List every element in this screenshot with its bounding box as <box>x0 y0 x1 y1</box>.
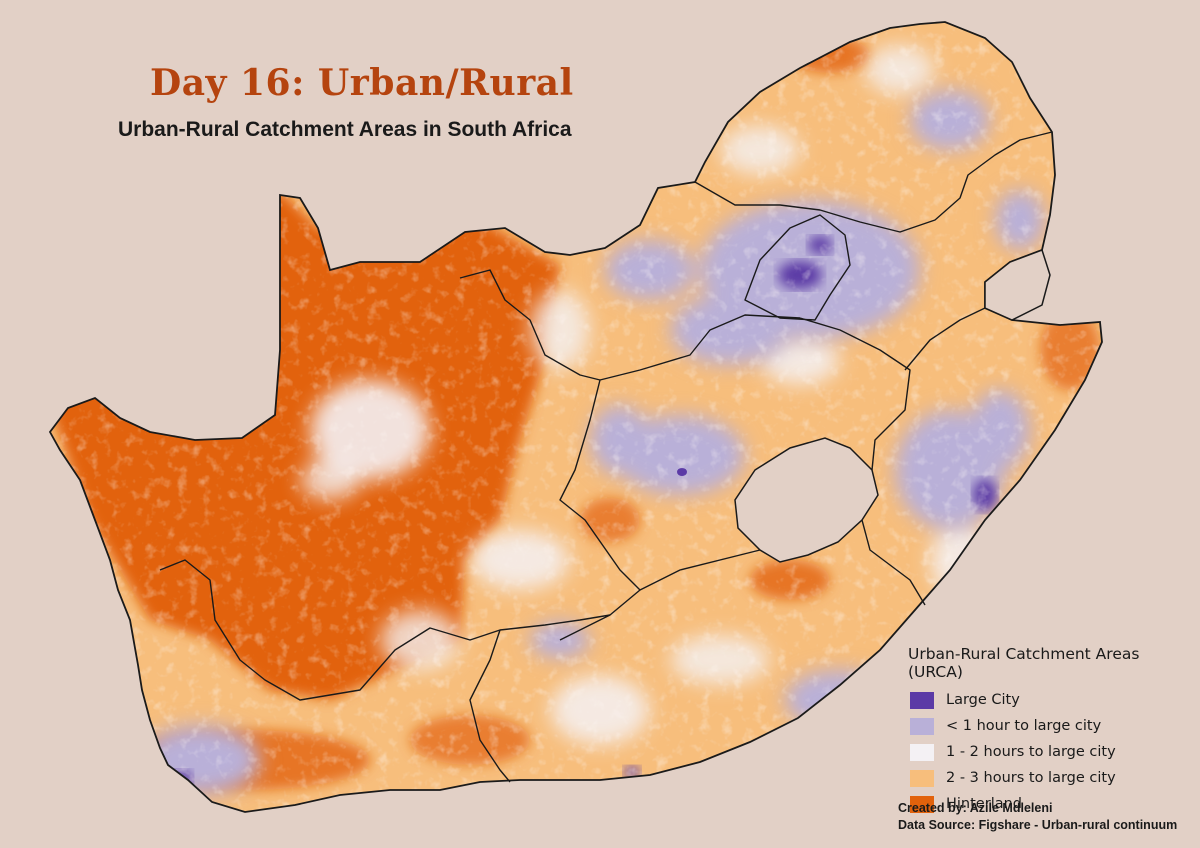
legend-swatch <box>910 691 934 709</box>
legend-item-2-3h: 2 - 3 hours to large city <box>908 765 1198 791</box>
lesotho-hole <box>734 437 879 563</box>
legend-item-hinterland: Hinterland <box>908 791 1198 817</box>
map-credits: Created by: Azile Mdleleni Data Source: … <box>898 800 1177 834</box>
legend-item-under-1h: < 1 hour to large city <box>908 713 1198 739</box>
border-free-state-eastern-cape <box>639 549 761 591</box>
border-northern-cape-north-west <box>459 269 641 641</box>
legend-label: Hinterland <box>946 796 1022 812</box>
legend-item-1-2h: 1 - 2 hours to large city <box>908 739 1198 765</box>
legend-swatch <box>910 795 934 813</box>
map-title: Day 16: Urban/Rural <box>150 62 574 104</box>
legend-item-large-city: Large City <box>908 687 1198 713</box>
map-legend: Urban-Rural Catchment Areas (URCA) Large… <box>908 645 1198 817</box>
border-western-cape-eastern-cape <box>469 629 511 783</box>
credits-author: Created by: Azile Mdleleni <box>898 801 1053 815</box>
legend-label: < 1 hour to large city <box>946 718 1102 734</box>
legend-label: 1 - 2 hours to large city <box>946 744 1116 760</box>
border-free-state-kzn <box>799 317 911 471</box>
border-kzn-eastern-cape <box>861 519 926 606</box>
credits-source: Data Source: Figshare - Urban-rural cont… <box>898 818 1178 832</box>
border-gauteng <box>744 214 851 321</box>
legend-label: 2 - 3 hours to large city <box>946 770 1116 786</box>
province-borders <box>159 131 1053 783</box>
border-northern-cape-western-cape <box>159 559 611 701</box>
border-limpopo-mpumalanga <box>694 131 1053 233</box>
border-mpumalanga-kzn <box>904 307 986 371</box>
legend-swatch <box>910 769 934 787</box>
eswatini-hole <box>984 249 1051 321</box>
legend-swatch <box>910 717 934 735</box>
legend-swatch <box>910 743 934 761</box>
border-north-west-free-state <box>599 314 801 381</box>
legend-label: Large City <box>946 692 1020 708</box>
legend-title: Urban-Rural Catchment Areas (URCA) <box>908 645 1140 681</box>
country-border <box>48 21 1103 813</box>
map-subtitle: Urban-Rural Catchment Areas in South Afr… <box>118 118 572 141</box>
